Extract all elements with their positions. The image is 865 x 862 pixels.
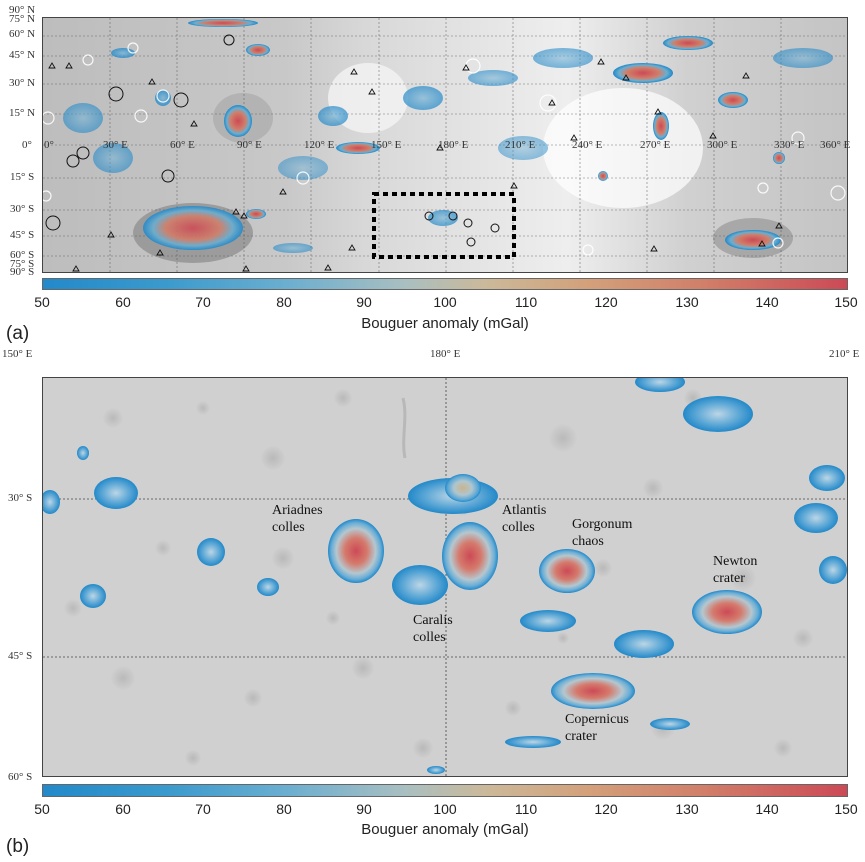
region-box xyxy=(372,192,516,259)
lat-tick: 60° S xyxy=(10,249,35,261)
colorbar-tick: 50 xyxy=(34,801,50,817)
colorbar-tick: 80 xyxy=(276,801,292,817)
lat-tick: 90° N xyxy=(9,4,36,16)
lon-tick: 150° E xyxy=(371,139,402,151)
lon-tick: 300° E xyxy=(707,139,738,151)
lat-tick: 60° S xyxy=(8,771,33,783)
panel-a-label: (a) xyxy=(6,323,30,344)
colorbar-tick: 140 xyxy=(755,801,779,817)
colorbar-a-title: Bouguer anomaly (mGal) xyxy=(361,315,529,332)
colorbar-tick: 110 xyxy=(514,801,538,817)
lon-tick: 210° E xyxy=(505,139,536,151)
feature-label: Atlantis colles xyxy=(502,503,547,535)
colorbar-tick: 130 xyxy=(675,801,699,817)
colorbar-tick: 50 xyxy=(34,294,50,310)
colorbar-tick: 120 xyxy=(594,294,618,310)
regional-anomalies xyxy=(43,378,847,774)
lat-tick: 60° N xyxy=(9,28,36,40)
colorbar-tick: 80 xyxy=(276,294,292,310)
regional-map xyxy=(42,377,848,777)
feature-label: Newton crater xyxy=(713,554,758,586)
colorbar-tick: 100 xyxy=(433,801,457,817)
lon-tick: 120° E xyxy=(304,139,335,151)
colorbar-tick: 110 xyxy=(514,294,538,310)
lon-tick: 330° E xyxy=(774,139,805,151)
lon-tick: 60° E xyxy=(170,139,195,151)
feature-label: Gorgonum chaos xyxy=(572,517,633,549)
lon-tick: 240° E xyxy=(572,139,603,151)
colorbar-b xyxy=(42,784,848,797)
lon-tick: 90° E xyxy=(237,139,262,151)
colorbar-tick: 150 xyxy=(834,294,858,310)
lat-tick: 0° xyxy=(22,139,32,151)
global-map-svg xyxy=(43,18,847,272)
lat-tick: 15° N xyxy=(9,107,36,119)
feature-label: Caralis colles xyxy=(413,613,453,645)
colorbar-tick: 90 xyxy=(356,801,372,817)
lon-tick: 210° E xyxy=(829,348,860,360)
lat-tick: 45° S xyxy=(8,650,33,662)
lat-tick: 90° S xyxy=(10,266,35,278)
colorbar-tick: 60 xyxy=(115,294,131,310)
colorbar-tick: 120 xyxy=(594,801,618,817)
feature-label: Copernicus crater xyxy=(565,712,629,744)
colorbar-tick: 60 xyxy=(115,801,131,817)
colorbar-a xyxy=(42,278,848,290)
colorbar-tick: 140 xyxy=(755,294,779,310)
anomaly-blobs xyxy=(63,19,833,253)
lon-tick: 270° E xyxy=(640,139,671,151)
lon-tick: 30° E xyxy=(103,139,128,151)
lat-tick: 30° N xyxy=(9,77,36,89)
lon-tick: 360° E xyxy=(820,139,851,151)
lon-tick: 180° E xyxy=(430,348,461,360)
colorbar-tick: 130 xyxy=(675,294,699,310)
lat-tick: 45° N xyxy=(9,49,36,61)
colorbar-tick: 90 xyxy=(356,294,372,310)
global-map xyxy=(42,17,848,273)
colorbar-tick: 150 xyxy=(834,801,858,817)
lon-tick: 150° E xyxy=(2,348,33,360)
lon-tick: 180° E xyxy=(438,139,469,151)
colorbar-tick: 70 xyxy=(195,294,211,310)
lon-tick: 0° xyxy=(44,139,54,151)
panel-b-label: (b) xyxy=(6,836,30,857)
lat-tick: 30° S xyxy=(8,492,33,504)
lat-tick: 15° S xyxy=(10,171,35,183)
lat-tick: 45° S xyxy=(10,229,35,241)
lat-tick: 75° N xyxy=(9,13,36,25)
colorbar-tick: 100 xyxy=(433,294,457,310)
feature-label: Ariadnes colles xyxy=(272,503,323,535)
lat-tick: 75° S xyxy=(10,258,35,270)
lat-tick: 30° S xyxy=(10,203,35,215)
colorbar-tick: 70 xyxy=(195,801,211,817)
colorbar-b-title: Bouguer anomaly (mGal) xyxy=(361,821,529,838)
regional-map-svg xyxy=(43,378,847,776)
